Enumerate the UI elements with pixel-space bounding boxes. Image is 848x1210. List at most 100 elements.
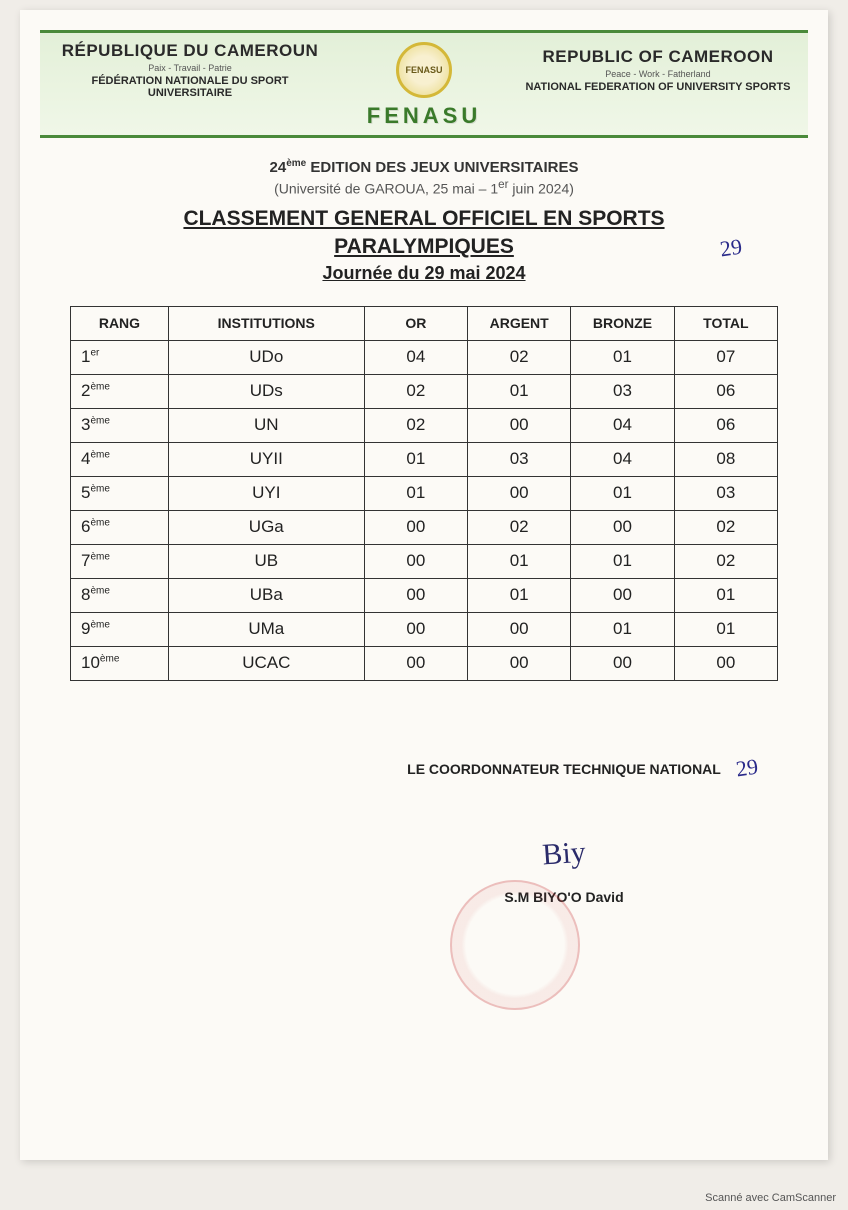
cell-total: 00 bbox=[674, 646, 777, 680]
cell-argent: 02 bbox=[468, 340, 571, 374]
cell-rank: 4ème bbox=[71, 442, 169, 476]
table-row: 1erUDo04020107 bbox=[71, 340, 778, 374]
cell-or: 01 bbox=[364, 442, 467, 476]
col-bronze: BRONZE bbox=[571, 306, 674, 340]
col-institutions: INSTITUTIONS bbox=[168, 306, 364, 340]
col-argent: ARGENT bbox=[468, 306, 571, 340]
cell-bronze: 00 bbox=[571, 510, 674, 544]
header-band: RÉPUBLIQUE DU CAMEROUN Paix - Travail - … bbox=[40, 30, 808, 138]
cell-bronze: 01 bbox=[571, 476, 674, 510]
cell-rank: 5ème bbox=[71, 476, 169, 510]
cell-bronze: 01 bbox=[571, 612, 674, 646]
cell-total: 02 bbox=[674, 544, 777, 578]
cell-institution: UYII bbox=[168, 442, 364, 476]
fenasu-logo-icon: FENASU bbox=[396, 42, 452, 98]
cell-total: 08 bbox=[674, 442, 777, 476]
cell-or: 04 bbox=[364, 340, 467, 374]
cell-or: 00 bbox=[364, 578, 467, 612]
cell-institution: UMa bbox=[168, 612, 364, 646]
cell-rank: 7ème bbox=[71, 544, 169, 578]
cell-institution: UB bbox=[168, 544, 364, 578]
cell-total: 03 bbox=[674, 476, 777, 510]
cell-bronze: 04 bbox=[571, 442, 674, 476]
table-row: 7èmeUB00010102 bbox=[71, 544, 778, 578]
col-or: OR bbox=[364, 306, 467, 340]
cell-argent: 02 bbox=[468, 510, 571, 544]
edition-rest: EDITION DES JEUX UNIVERSITAIRES bbox=[306, 159, 578, 176]
table-row: 5èmeUYI01000103 bbox=[71, 476, 778, 510]
cell-rank: 8ème bbox=[71, 578, 169, 612]
header-right: REPUBLIC OF CAMEROON Peace - Work - Fath… bbox=[518, 47, 798, 93]
cell-or: 00 bbox=[364, 510, 467, 544]
cell-bronze: 01 bbox=[571, 544, 674, 578]
cell-rank: 9ème bbox=[71, 612, 169, 646]
journee-title: Journée du 29 mai 2024 bbox=[70, 263, 778, 284]
table-row: 2èmeUDs02010306 bbox=[71, 374, 778, 408]
country-fr: RÉPUBLIQUE DU CAMEROUN bbox=[50, 41, 330, 61]
edition-num: 24 bbox=[270, 159, 287, 176]
cell-rank: 1er bbox=[71, 340, 169, 374]
col-rang: RANG bbox=[71, 306, 169, 340]
scan-footer: Scanné avec CamScanner bbox=[705, 1192, 836, 1204]
motto-en: Peace - Work - Fatherland bbox=[518, 69, 798, 79]
cell-or: 00 bbox=[364, 612, 467, 646]
cell-total: 01 bbox=[674, 578, 777, 612]
cell-or: 02 bbox=[364, 374, 467, 408]
table-row: 6èmeUGa00020002 bbox=[71, 510, 778, 544]
signature-block: LE COORDONNATEUR TECHNIQUE NATIONAL Biy … bbox=[70, 761, 778, 905]
table-row: 8èmeUBa00010001 bbox=[71, 578, 778, 612]
handwriting-bottom: 29 bbox=[734, 754, 759, 783]
cell-rank: 6ème bbox=[71, 510, 169, 544]
table-row: 10èmeUCAC00000000 bbox=[71, 646, 778, 680]
cell-argent: 00 bbox=[468, 476, 571, 510]
cell-total: 01 bbox=[674, 612, 777, 646]
cell-or: 00 bbox=[364, 646, 467, 680]
results-table: RANG INSTITUTIONS OR ARGENT BRONZE TOTAL… bbox=[70, 306, 778, 681]
signature-title: LE COORDONNATEUR TECHNIQUE NATIONAL bbox=[350, 761, 778, 777]
cell-total: 02 bbox=[674, 510, 777, 544]
header-left: RÉPUBLIQUE DU CAMEROUN Paix - Travail - … bbox=[50, 41, 330, 99]
cell-argent: 00 bbox=[468, 408, 571, 442]
cell-bronze: 00 bbox=[571, 646, 674, 680]
table-row: 4èmeUYII01030408 bbox=[71, 442, 778, 476]
cell-institution: UGa bbox=[168, 510, 364, 544]
cell-institution: UDs bbox=[168, 374, 364, 408]
cell-or: 02 bbox=[364, 408, 467, 442]
cell-institution: UYI bbox=[168, 476, 364, 510]
cell-argent: 01 bbox=[468, 374, 571, 408]
logo-text: FENASU bbox=[405, 65, 442, 75]
cell-bronze: 03 bbox=[571, 374, 674, 408]
header-top-row: RÉPUBLIQUE DU CAMEROUN Paix - Travail - … bbox=[50, 41, 798, 99]
motto-fr: Paix - Travail - Patrie bbox=[50, 63, 330, 73]
edition-subtitle: (Université de GAROUA, 25 mai – 1er juin… bbox=[70, 178, 778, 197]
col-total: TOTAL bbox=[674, 306, 777, 340]
cell-argent: 03 bbox=[468, 442, 571, 476]
edition-sub-ord: er bbox=[498, 178, 508, 191]
cell-total: 06 bbox=[674, 408, 777, 442]
edition-title: 24ème EDITION DES JEUX UNIVERSITAIRES bbox=[70, 158, 778, 176]
document-page: RÉPUBLIQUE DU CAMEROUN Paix - Travail - … bbox=[20, 10, 828, 1160]
table-head: RANG INSTITUTIONS OR ARGENT BRONZE TOTAL bbox=[71, 306, 778, 340]
cell-institution: UBa bbox=[168, 578, 364, 612]
federation-fr: FÉDÉRATION NATIONALE DU SPORT UNIVERSITA… bbox=[50, 75, 330, 99]
cell-rank: 10ème bbox=[71, 646, 169, 680]
cell-or: 01 bbox=[364, 476, 467, 510]
edition-block: 24ème EDITION DES JEUX UNIVERSITAIRES (U… bbox=[70, 158, 778, 284]
signature-scribble: Biy bbox=[349, 822, 778, 886]
edition-ord: ème bbox=[286, 158, 306, 169]
edition-sub-2: juin 2024) bbox=[509, 181, 574, 197]
cell-bronze: 04 bbox=[571, 408, 674, 442]
cell-argent: 01 bbox=[468, 578, 571, 612]
edition-sub-1: (Université de GAROUA, 25 mai – 1 bbox=[274, 181, 498, 197]
stamp-icon bbox=[450, 880, 580, 1010]
federation-en: NATIONAL FEDERATION OF UNIVERSITY SPORTS bbox=[518, 81, 798, 93]
fenasu-title: FENASU bbox=[367, 103, 481, 129]
cell-argent: 00 bbox=[468, 612, 571, 646]
cell-bronze: 00 bbox=[571, 578, 674, 612]
table-header-row: RANG INSTITUTIONS OR ARGENT BRONZE TOTAL bbox=[71, 306, 778, 340]
cell-argent: 01 bbox=[468, 544, 571, 578]
cell-institution: UN bbox=[168, 408, 364, 442]
country-en: REPUBLIC OF CAMEROON bbox=[518, 47, 798, 67]
title-line-2: PARALYMPIQUES bbox=[70, 235, 778, 259]
title-line-1: CLASSEMENT GENERAL OFFICIEL EN SPORTS bbox=[70, 207, 778, 231]
